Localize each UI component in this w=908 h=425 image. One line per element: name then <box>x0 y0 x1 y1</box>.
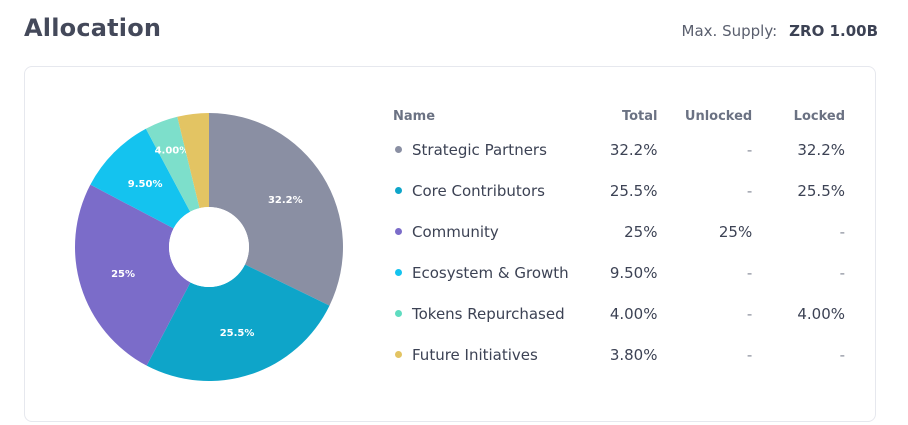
row-name: Ecosystem & Growth <box>412 263 569 282</box>
pie-slice-core-contributors[interactable] <box>146 264 330 381</box>
row-total: 32.2% <box>609 140 658 159</box>
table-row: Community 25% 25% - <box>393 211 845 252</box>
col-name-header[interactable]: Name <box>393 108 436 124</box>
row-total: 9.50% <box>609 263 658 282</box>
pie-slice-strategic-partners[interactable] <box>209 113 343 306</box>
pie-slice-ecosystem-growth[interactable] <box>90 128 191 229</box>
slice-label: 32.2% <box>268 195 303 206</box>
row-total: 3.80% <box>609 345 658 364</box>
row-unlocked: - <box>746 304 753 323</box>
row-locked: - <box>839 263 845 282</box>
row-name: Future Initiatives <box>412 345 538 364</box>
table-header: Name Total Unlocked Locked <box>393 103 845 129</box>
pie-slice-community[interactable] <box>75 184 191 366</box>
slice-label: 25% <box>111 269 135 280</box>
page-title: Allocation <box>24 14 162 42</box>
table-row: Core Contributors 25.5% - 25.5% <box>393 170 845 211</box>
row-total: 25% <box>624 222 658 241</box>
allocation-table: Name Total Unlocked Locked Strategic Par… <box>393 103 845 375</box>
row-locked: 4.00% <box>797 304 845 323</box>
col-total-header[interactable]: Total <box>621 108 658 124</box>
allocation-card: 32.2% 25.5% 25% 9.50% 4.00% Name Total Unloc… <box>24 66 876 422</box>
row-locked: 25.5% <box>797 181 845 200</box>
pie-slice-future-initiatives[interactable] <box>177 113 209 209</box>
max-supply-value: ZRO 1.00B <box>789 22 878 40</box>
col-locked-header[interactable]: Locked <box>793 108 845 124</box>
row-locked: - <box>839 345 845 364</box>
pie-slice-tokens-repurchased[interactable] <box>145 116 200 212</box>
legend-dot <box>395 146 402 153</box>
legend-dot <box>395 269 402 276</box>
row-total: 25.5% <box>609 181 658 200</box>
col-unlocked-header[interactable]: Unlocked <box>684 108 753 124</box>
slice-label: 25.5% <box>220 328 255 339</box>
legend-dot <box>395 310 402 317</box>
table-row: Strategic Partners 32.2% - 32.2% <box>393 129 845 170</box>
row-locked: 32.2% <box>797 140 845 159</box>
legend-dot <box>395 351 402 358</box>
row-unlocked: 25% <box>718 222 753 241</box>
legend-dot <box>395 228 402 235</box>
slice-label: 4.00% <box>155 145 190 156</box>
row-name: Tokens Repurchased <box>412 304 565 323</box>
table-row: Future Initiatives 3.80% - - <box>393 334 845 375</box>
allocation-donut-chart[interactable]: 32.2% 25.5% 25% 9.50% 4.00% <box>73 111 345 383</box>
row-name: Community <box>412 222 499 241</box>
legend-dot <box>395 187 402 194</box>
donut-hole <box>169 207 249 287</box>
row-unlocked: - <box>746 181 753 200</box>
row-unlocked: - <box>746 345 753 364</box>
table-row: Tokens Repurchased 4.00% - 4.00% <box>393 293 845 334</box>
row-unlocked: - <box>746 140 753 159</box>
max-supply-label: Max. Supply: <box>681 22 778 40</box>
max-supply: Max. Supply: ZRO 1.00B <box>682 22 878 40</box>
row-unlocked: - <box>746 263 753 282</box>
row-name: Strategic Partners <box>412 140 547 159</box>
row-total: 4.00% <box>609 304 658 323</box>
slice-label: 9.50% <box>128 179 163 190</box>
table-row: Ecosystem & Growth 9.50% - - <box>393 252 845 293</box>
row-locked: - <box>839 222 845 241</box>
row-name: Core Contributors <box>412 181 545 200</box>
